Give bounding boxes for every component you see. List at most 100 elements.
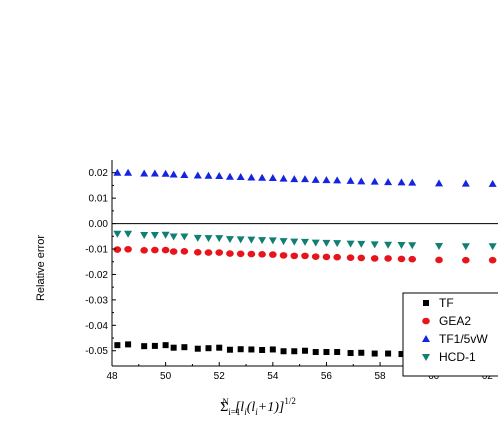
data-point (357, 240, 366, 248)
data-point (488, 256, 497, 264)
data-point (151, 246, 159, 254)
legend-box (402, 292, 498, 377)
data-point (205, 345, 212, 352)
data-point (398, 351, 405, 358)
data-point (322, 253, 331, 261)
data-point (140, 169, 149, 177)
legend-label: TF1/5vW (439, 332, 488, 346)
data-point (408, 242, 417, 250)
data-point (124, 245, 132, 253)
data-point (302, 347, 308, 354)
x-tick-label: 58 (374, 371, 386, 382)
series-2 (113, 168, 497, 187)
data-point (290, 252, 299, 260)
data-point (323, 349, 330, 356)
data-point (161, 246, 170, 254)
legend-marker (422, 317, 430, 325)
x-tick-label: 56 (321, 371, 333, 382)
data-point (204, 171, 213, 179)
data-point (140, 232, 149, 240)
data-point (290, 238, 299, 246)
data-point (358, 349, 365, 356)
data-point (215, 235, 224, 243)
x-tick-label: 48 (106, 371, 118, 382)
data-point (247, 250, 256, 258)
data-point (346, 176, 355, 184)
data-point (204, 235, 213, 243)
data-point (397, 241, 406, 249)
chart-legend: TF GEA2 TF1/5vW HCD-1 (402, 292, 498, 377)
data-point (181, 344, 188, 351)
data-point (169, 170, 178, 178)
y-tick-label: 0.02 (89, 168, 109, 179)
data-point (113, 230, 122, 238)
data-point (216, 344, 223, 351)
data-point (311, 239, 320, 247)
data-point (236, 250, 245, 258)
y-tick-label: -0.01 (85, 245, 108, 256)
data-point (333, 253, 341, 261)
data-point (384, 178, 393, 186)
y-tick-label: -0.04 (85, 321, 108, 332)
data-point (291, 348, 298, 355)
data-point (161, 231, 170, 239)
data-point (269, 251, 277, 258)
x-tick-label: 52 (214, 371, 226, 382)
data-point (124, 230, 133, 238)
data-point (311, 253, 320, 260)
data-point (462, 256, 470, 264)
data-point (357, 177, 366, 185)
data-point (370, 241, 379, 249)
data-point (461, 243, 470, 251)
legend-marker (422, 335, 430, 342)
data-point (312, 349, 319, 356)
data-point (301, 238, 309, 246)
data-point (408, 255, 417, 263)
y-tick-label: -0.05 (85, 346, 108, 357)
data-point (140, 246, 148, 254)
data-point (193, 234, 202, 242)
data-point (435, 242, 444, 250)
data-point (150, 232, 159, 240)
data-point (371, 350, 378, 357)
data-point (151, 342, 158, 349)
data-point (193, 171, 202, 179)
data-point (346, 240, 355, 248)
data-point (259, 346, 266, 353)
legend-label: HCD-1 (439, 350, 476, 364)
y-axis-title: Relative error (35, 235, 47, 301)
data-point (236, 236, 245, 244)
data-point (384, 241, 393, 249)
y-tick-label: -0.02 (85, 270, 108, 281)
data-points-layer (113, 168, 497, 359)
data-point (322, 176, 331, 184)
data-point (269, 346, 276, 353)
y-tick-label: 0.00 (89, 219, 109, 230)
x-axis-title: Σi=1N [li(li+1)]1/2 (220, 396, 296, 417)
data-point (385, 350, 392, 357)
data-point (169, 233, 178, 241)
data-point (397, 178, 406, 186)
data-point (180, 248, 189, 255)
data-point (322, 239, 331, 247)
data-point (215, 249, 224, 256)
data-point (488, 243, 497, 251)
data-point (248, 346, 255, 353)
data-point (114, 342, 121, 349)
data-point (193, 249, 202, 256)
x-tick-label: 50 (160, 371, 172, 382)
data-point (280, 348, 287, 355)
data-point (124, 168, 133, 176)
data-point (461, 179, 470, 187)
data-point (113, 246, 122, 253)
data-point (488, 179, 497, 187)
data-point (247, 236, 256, 244)
data-point (268, 174, 277, 182)
legend-marker (422, 354, 430, 361)
data-point (435, 256, 443, 264)
legend-label: GEA2 (439, 314, 471, 328)
data-point (236, 173, 245, 181)
y-tick-label: -0.03 (85, 295, 108, 306)
data-point (258, 237, 267, 245)
